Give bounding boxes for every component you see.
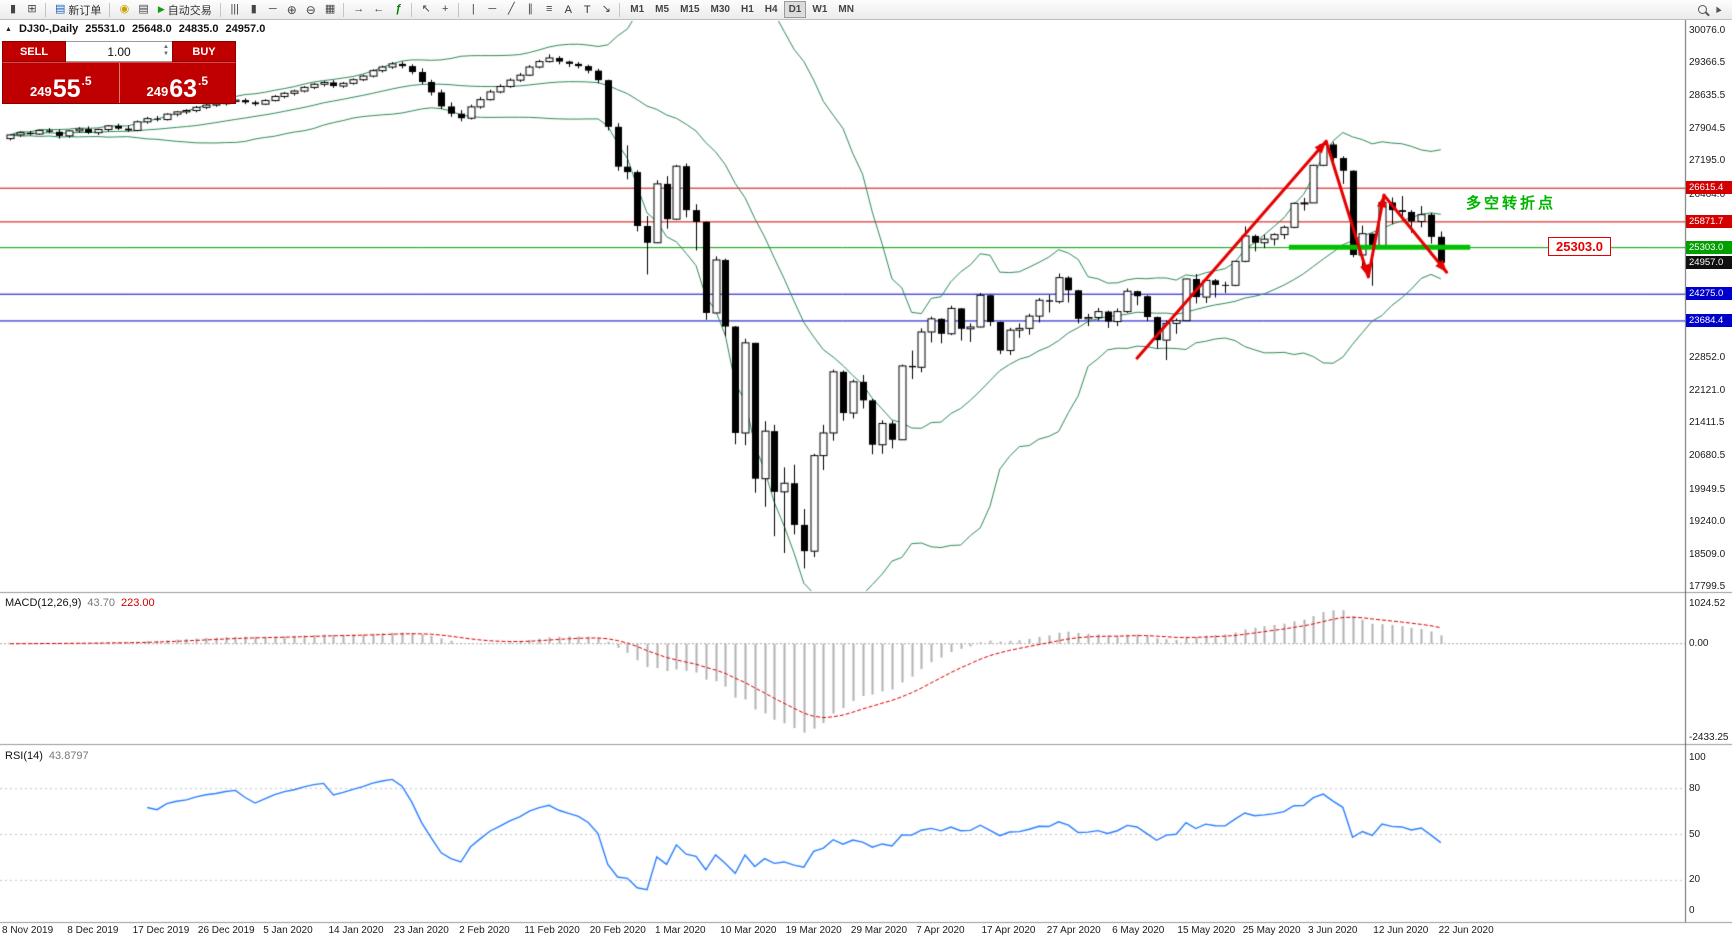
trendline-button[interactable]: ╱ (502, 1, 520, 18)
chart-profiles-button[interactable]: ⊞ (23, 1, 41, 18)
autotrade-button[interactable]: ▶ 自动交易 (154, 1, 216, 18)
timeframe-h4-button[interactable]: H4 (760, 1, 783, 18)
autotrade-icon: ▶ (157, 4, 165, 14)
rsi-pane-separator[interactable] (0, 743, 1732, 747)
search-icon[interactable] (1698, 5, 1708, 14)
text-label-button[interactable]: T (578, 1, 596, 18)
horizontal-line-icon: ─ (488, 3, 497, 15)
pointer-icon[interactable]: ▲ (1711, 2, 1725, 17)
price-level-label[interactable]: 25303.0 (1548, 237, 1611, 256)
volume-field[interactable]: 1.00 ▲ ▼ (66, 41, 172, 62)
horizontal-line-button[interactable]: ─ (483, 1, 501, 18)
fibonacci-icon: ≡ (546, 3, 553, 15)
spinner-down-icon[interactable]: ▼ (163, 51, 169, 57)
buy-label: BUY (192, 45, 216, 58)
new-order-label: 新订单 (68, 4, 102, 17)
new-order-icon: ▤ (55, 3, 66, 15)
vertical-line-icon: | (471, 3, 475, 15)
crosshair-icon: + (442, 3, 449, 15)
toolbar-separator (343, 2, 345, 17)
autotrade-label: 自动交易 (167, 4, 212, 17)
chart-shift-button[interactable]: ← (369, 1, 388, 18)
tile-windows-icon: ▦ (324, 3, 336, 15)
arrows-icon: ↘ (601, 3, 611, 15)
timeframe-m15-button[interactable]: M15 (675, 1, 704, 18)
new-chart-button[interactable]: ▮ (4, 1, 22, 18)
auto-scroll-icon: → (353, 3, 365, 15)
text-button[interactable]: A (559, 1, 577, 18)
timeframe-m30-button[interactable]: M30 (706, 1, 735, 18)
timeframe-h1-button[interactable]: H1 (736, 1, 759, 18)
cursor-icon: ↖ (421, 3, 431, 15)
bar-chart-icon: ||| (230, 3, 240, 15)
market-watch-icon: ◉ (119, 3, 130, 15)
volume-spinner[interactable]: ▲ ▼ (163, 44, 169, 58)
chart-profiles-icon: ⊞ (27, 3, 37, 15)
line-chart-icon: ─ (268, 3, 277, 15)
volume-value: 1.00 (107, 44, 131, 59)
indicators-button[interactable]: ƒ (389, 1, 407, 18)
chart-shift-icon: ← (373, 3, 385, 15)
one-click-trading-panel: SELL 1.00 ▲ ▼ BUY 249 55.5 249 63.5 (2, 41, 236, 104)
turning-point-annotation[interactable]: 多空转折点 (1466, 195, 1557, 212)
line-chart-button[interactable]: ─ (264, 1, 282, 18)
timeframe-m1-button[interactable]: M1 (625, 1, 649, 18)
new-chart-icon: ▮ (9, 3, 17, 15)
indicators-icon: ƒ (395, 3, 402, 15)
market-watch-button[interactable]: ◉ (115, 1, 133, 18)
auto-scroll-button[interactable]: → (349, 1, 368, 18)
toolbar-separator (619, 2, 621, 17)
equidistant-channel-button[interactable]: ∥ (521, 1, 539, 18)
sell-price[interactable]: 249 55.5 (29, 74, 92, 103)
candlestick-chart-icon: ▮ (250, 3, 257, 15)
sell-label: SELL (19, 45, 49, 58)
text-label-label: T (583, 3, 591, 16)
arrows-button[interactable]: ↘ (597, 1, 615, 18)
timeframe-m5-button[interactable]: M5 (650, 1, 674, 18)
text-label: A (564, 3, 572, 16)
toolbar-separator (109, 2, 111, 17)
trendline-icon: ╱ (507, 3, 515, 15)
toolbar-separator (219, 2, 221, 17)
crosshair-button[interactable]: + (436, 1, 454, 18)
zoom-in-button[interactable]: ⊕ (283, 1, 301, 18)
candlestick-chart-button[interactable]: ▮ (245, 1, 263, 18)
toolbar-separator (411, 2, 413, 17)
toolbar: ▮ ⊞ ▤ 新订单 ◉ ▤ ▶ 自动交易 ||| ▮ ─ ⊕ ⊖ ▦ → ← ƒ ↖ + | ─ ╱ ∥ ≡ A T ↘ M1 M5 M1… (0, 0, 1732, 20)
timeframe-w1-button[interactable]: W1 (807, 1, 832, 18)
toolbar-right-icons: ▲ (1698, 2, 1729, 17)
cursor-button[interactable]: ↖ (417, 1, 435, 18)
buy-price[interactable]: 249 63.5 (118, 63, 236, 103)
equidistant-channel-icon: ∥ (527, 3, 534, 15)
toolbar-buttons: ▮ ⊞ ▤ 新订单 ◉ ▤ ▶ 自动交易 ||| ▮ ─ ⊕ ⊖ ▦ → ← ƒ ↖ + | ─ ╱ ∥ ≡ A T ↘ M1 M5 M1… (3, 0, 1698, 19)
timeframe-mn-button[interactable]: MN (833, 1, 859, 18)
zoom-out-button[interactable]: ⊖ (302, 1, 320, 18)
data-window-button[interactable]: ▤ (134, 1, 152, 18)
toolbar-separator (45, 2, 46, 17)
new-order-button[interactable]: ▤ 新订单 (51, 1, 105, 18)
toolbar-separator (458, 2, 460, 17)
zoom-out-icon: ⊖ (305, 2, 316, 17)
macd-pane-separator[interactable] (0, 591, 1732, 595)
tile-windows-button[interactable]: ▦ (321, 1, 339, 18)
vertical-line-button[interactable]: | (464, 1, 482, 18)
fibonacci-button[interactable]: ≡ (540, 1, 558, 18)
sell-button[interactable]: SELL (2, 41, 66, 62)
buy-button[interactable]: BUY (172, 41, 236, 62)
bar-chart-button[interactable]: ||| (226, 1, 244, 18)
data-window-icon: ▤ (138, 3, 149, 15)
zoom-in-icon: ⊕ (286, 2, 297, 17)
spinner-up-icon[interactable]: ▲ (163, 44, 169, 50)
timeframe-d1-button[interactable]: D1 (783, 1, 807, 18)
